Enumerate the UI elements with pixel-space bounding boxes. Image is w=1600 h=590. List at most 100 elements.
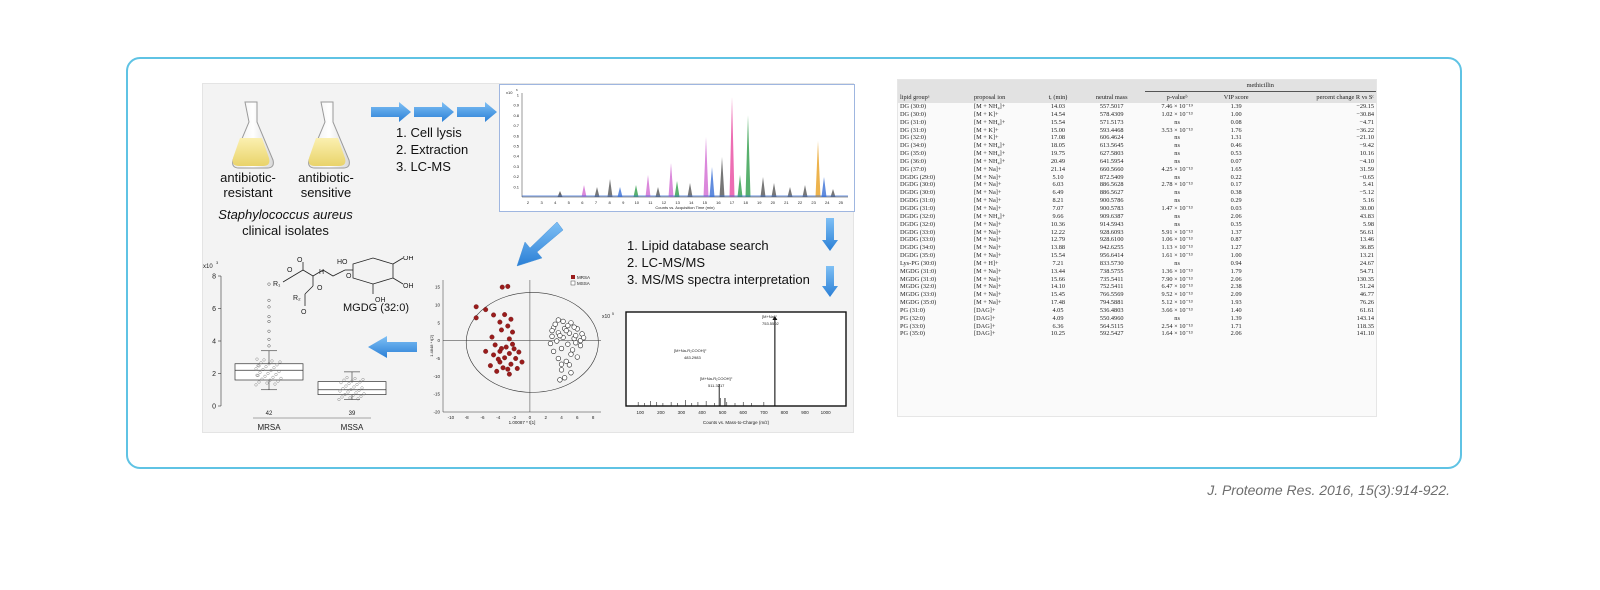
table-cell: DGDG (35:0) <box>900 252 936 260</box>
table-cell: 1.39 <box>1230 103 1242 110</box>
chrom-peak <box>655 187 661 197</box>
chrom-ytick: 0.3 <box>513 164 519 169</box>
pca-xtick: 0 <box>529 415 532 420</box>
table-cell: 0.22 <box>1230 173 1242 181</box>
chrom-xtick: 14 <box>689 200 694 205</box>
box-jitter-point <box>358 380 362 384</box>
table-cell: [M + NH₄]+ <box>974 142 1006 150</box>
box-jitter-point <box>359 394 363 398</box>
pca-point-mrsa <box>494 368 500 374</box>
msms-xtick: 900 <box>801 410 809 415</box>
msms-xtick: 400 <box>698 410 706 415</box>
table-cell: 928.6093 <box>1099 228 1124 236</box>
pca-point-mrsa <box>514 366 520 371</box>
msms-xtick: 100 <box>636 410 644 415</box>
pca-point-mrsa <box>516 349 522 355</box>
table-cell: −21.10 <box>1356 134 1374 142</box>
pca-ytick: 5 <box>437 320 440 325</box>
table-cell: DGDG (30:0) <box>900 181 936 189</box>
box-outlier <box>267 315 271 319</box>
box-jitter-point <box>355 382 359 386</box>
box-jitter-point <box>351 393 355 397</box>
table-row: DGDG (30:0) [M + Na]+ 6.49 886.5627 ns 0.38 −5… <box>898 189 1376 197</box>
chrom-peak <box>594 187 600 197</box>
table-cell: 6.03 <box>1052 181 1064 189</box>
chrom-xtick: 21 <box>784 200 789 205</box>
chrom-peak <box>771 183 777 197</box>
citation-caption: J. Proteome Res. 2016, 15(3):914-922. <box>1207 482 1450 498</box>
pca-point-mssa <box>562 375 568 381</box>
flask-sensitive-label: antibiotic- sensitive <box>298 170 354 200</box>
table-cell: [DAG]+ <box>974 314 996 322</box>
table-row: DGDG (32:0) [M + Na]+ 10.36 914.5943 ns 0.35 5… <box>898 221 1376 229</box>
chrom-peak <box>645 175 651 197</box>
box-jitter-point <box>360 386 364 390</box>
pca-ytick: 0 <box>437 338 440 343</box>
box-jitter-point <box>353 377 357 381</box>
struct-r2: R₂ <box>293 295 301 302</box>
table-row: MGDG (31:0) [M + Na]+ 13.44 738.5755 1.36 × … <box>898 268 1376 276</box>
box-jitter-point <box>354 391 358 395</box>
table-row: PG (32:0) [DAG]+ 4.09 550.4960 ns 1.39 143.14 <box>898 315 1376 323</box>
pca-ytick: 10 <box>435 302 441 307</box>
table-cell: 2.09 <box>1230 291 1242 299</box>
table-cell: 550.4960 <box>1099 314 1124 322</box>
table-cell: [M + Na]+ <box>974 275 1002 283</box>
box-scale: x10 <box>203 264 213 270</box>
table-row: DGDG (34:0) [M + Na]+ 13.88 942.6255 1.13 × … <box>898 244 1376 252</box>
lipid-table-panel: methicillin lipid groupᵃ proposal ion tᵣ (… <box>897 79 1377 417</box>
table-cell: 1.31 <box>1230 134 1242 142</box>
chrom-peak <box>830 189 836 197</box>
msms-xtick: 200 <box>657 410 665 415</box>
table-cell: 660.5660 <box>1099 165 1124 173</box>
pca-point-mrsa <box>508 316 514 322</box>
pca-point-mssa <box>566 362 572 368</box>
box-jitter-point <box>265 381 269 385</box>
table-cell: [M + K]+ <box>974 110 999 118</box>
pca-xtick: -10 <box>448 415 455 420</box>
pca-score-plot: -10 -8 -6 -4 -2 0 2 4 6 8151050-5-10-15-201.00087… <box>429 275 601 425</box>
table-cell: 2.78 × 10⁻¹³ <box>1161 181 1193 189</box>
chrom-peak <box>729 97 735 197</box>
table-cell: DG (32:0) <box>900 134 927 142</box>
table-cell: 0.46 <box>1230 142 1242 150</box>
pca-point-mssa <box>563 328 569 334</box>
pca-ytick: -5 <box>436 356 440 361</box>
table-cell: −0.65 <box>1359 173 1374 181</box>
pca-point-mrsa <box>510 341 515 347</box>
pca-point-mrsa <box>506 351 512 356</box>
msms-xtick: 800 <box>781 410 789 415</box>
box-jitter-point <box>259 361 263 365</box>
box-jitter-point <box>275 363 279 367</box>
box-outlier <box>267 344 271 348</box>
chrom-xtick: 22 <box>798 200 803 205</box>
process-arrows-icon <box>371 102 497 122</box>
table-cell: 1.71 <box>1230 322 1242 330</box>
table-cell: −4.71 <box>1359 118 1374 126</box>
table-cell: 0.08 <box>1230 118 1242 126</box>
chrom-peak <box>709 167 715 197</box>
struct-o-2: O <box>301 309 307 316</box>
table-cell: 5.10 <box>1052 173 1064 181</box>
pca-point-mssa <box>549 328 555 334</box>
box-jitter-point <box>339 381 343 385</box>
chrom-peak <box>815 141 821 197</box>
chrom-peak <box>581 185 587 197</box>
box-jitter-point <box>343 392 347 396</box>
table-cell: DG (31:0) <box>900 118 927 126</box>
table-header-cell: p-valueᵇ <box>1144 91 1210 103</box>
chrom-xtick: 17 <box>730 200 735 205</box>
diagonal-arrow-icon <box>516 221 564 267</box>
msms-scale: x10 <box>602 314 610 320</box>
chrom-peak <box>607 179 613 197</box>
msms-peak2-mz: 511.3217 <box>708 383 725 388</box>
chrom-ytick: 0.4 <box>513 154 519 159</box>
table-cell: 6.47 × 10⁻¹³ <box>1161 283 1193 291</box>
table-cell: MGDG (35:0) <box>900 299 937 307</box>
box-jitter-point <box>342 378 346 382</box>
pca-point-mrsa <box>483 307 489 313</box>
chrom-peak <box>617 187 623 197</box>
table-cell: 9.66 <box>1052 212 1064 220</box>
pca-point-mrsa <box>519 359 525 365</box>
chrom-xtick: 7 <box>595 200 598 205</box>
